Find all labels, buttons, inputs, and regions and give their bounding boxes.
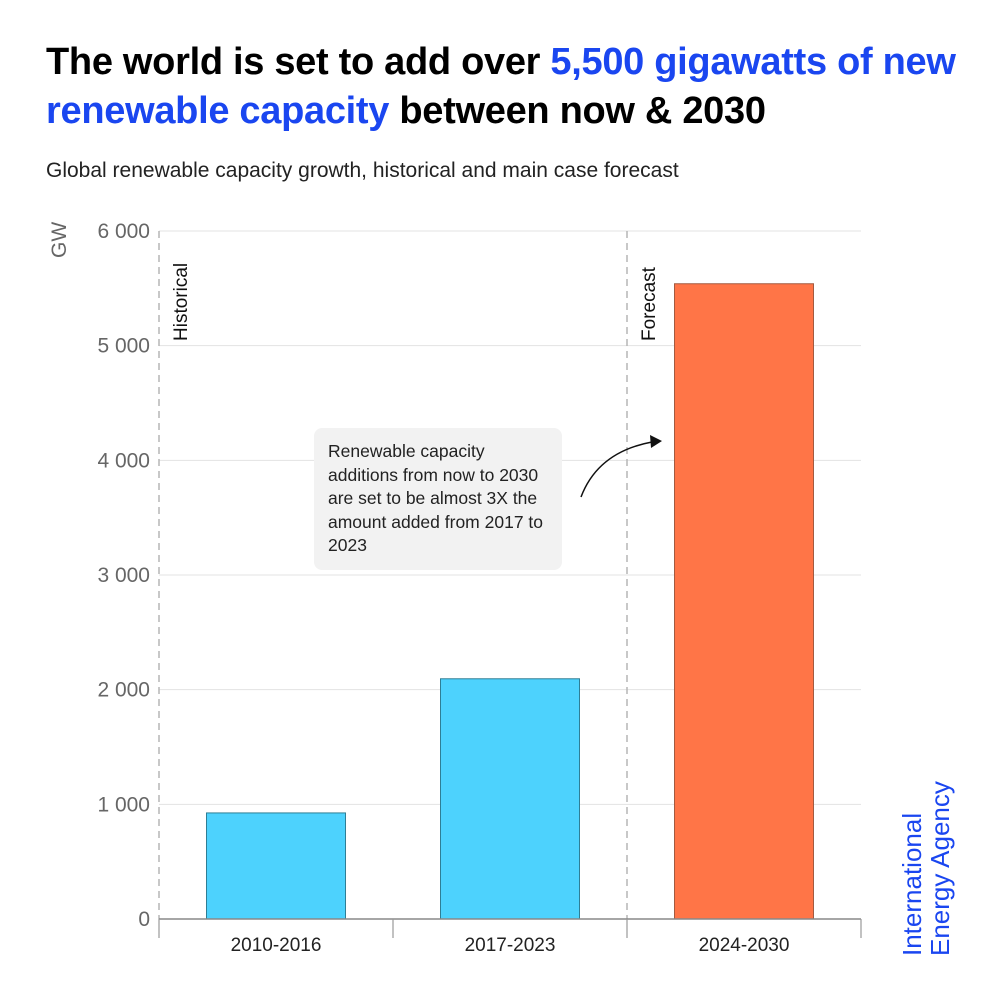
y-axis-label: GW [48,222,71,258]
x-tick-label: 2017-2023 [465,935,556,956]
chart-subtitle: Global renewable capacity growth, histor… [46,159,679,182]
bar-2010-2016 [206,812,346,920]
x-axis [158,918,862,938]
title-highlight: 5,500 gigawatts of new renewable capacit… [46,41,956,132]
bar-2024-2030 [674,283,814,920]
period-dividers: Historical Forecast [158,231,660,919]
title-part2: between now & 2030 [389,90,766,132]
y-tick-label: 2 000 [97,679,150,702]
x-tick-label: 2010-2016 [231,935,322,956]
brand-line1: International [897,812,927,956]
title-part1: The world is set to add over [46,41,551,83]
iea-logo: International Energy Agency [897,781,955,956]
arrow-head-icon [650,435,662,448]
x-tick-label: 2024-2030 [699,935,790,956]
y-axis-ticks: 0 1 000 2 000 3 000 4 000 5 000 6 000 [97,220,150,931]
y-tick-label: 6 000 [97,220,150,243]
period-label: Historical [171,263,192,341]
y-tick-label: 3 000 [97,564,150,587]
bars [206,283,814,920]
chart-title: The world is set to add over 5,500 gigaw… [46,38,976,136]
x-axis-ticks: 2010-2016 2017-2023 2024-2030 [231,935,790,956]
annotation-arrow [580,441,653,498]
annotation-box: Renewable capacity additions from now to… [314,428,562,570]
y-tick-label: 4 000 [97,449,150,472]
y-tick-label: 0 [138,908,150,931]
y-tick-label: 1 000 [97,793,150,816]
bar-2017-2023 [440,678,580,920]
y-tick-label: 5 000 [97,335,150,358]
brand-line2: Energy Agency [925,781,955,956]
period-label: Forecast [639,266,660,341]
